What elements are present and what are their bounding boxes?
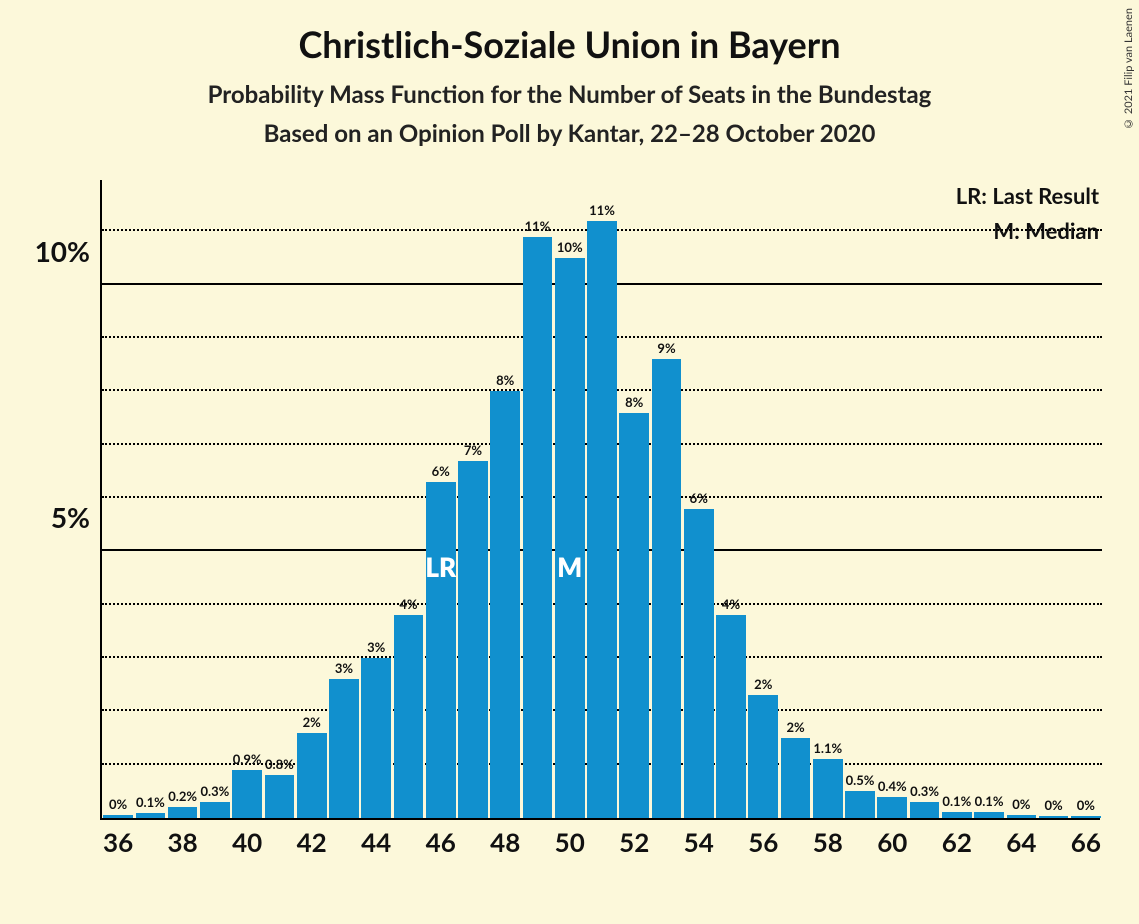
bar-value-label: 6% bbox=[669, 490, 729, 506]
title-sub1: Probability Mass Function for the Number… bbox=[0, 80, 1139, 109]
bar bbox=[490, 391, 520, 818]
bar bbox=[1071, 816, 1101, 818]
bar-value-label: 2% bbox=[733, 676, 793, 692]
last-result-marker: LR bbox=[421, 551, 461, 583]
bar bbox=[652, 359, 682, 818]
bar bbox=[619, 413, 649, 818]
x-axis-label: 50 bbox=[545, 826, 595, 858]
x-axis-label: 62 bbox=[932, 826, 982, 858]
median-marker: M bbox=[550, 551, 590, 583]
title-main: Christlich-Soziale Union in Bayern bbox=[0, 22, 1139, 66]
bar-value-label: 1.1% bbox=[798, 740, 858, 756]
bar bbox=[265, 775, 295, 818]
title-sub2: Based on an Opinion Poll by Kantar, 22–2… bbox=[0, 119, 1139, 148]
bar bbox=[748, 695, 778, 818]
x-axis-label: 36 bbox=[93, 826, 143, 858]
bar bbox=[168, 807, 198, 818]
bar bbox=[1007, 815, 1037, 818]
x-axis-label: 46 bbox=[416, 826, 466, 858]
x-axis-label: 40 bbox=[222, 826, 272, 858]
bar-value-label: 0% bbox=[1056, 797, 1116, 813]
x-axis-label: 58 bbox=[803, 826, 853, 858]
x-axis-label: 38 bbox=[158, 826, 208, 858]
bar-value-label: 11% bbox=[507, 218, 567, 234]
y-axis-label: 10% bbox=[35, 234, 90, 268]
bar-value-label: 4% bbox=[701, 596, 761, 612]
bar bbox=[877, 797, 907, 818]
y-axis-label: 5% bbox=[51, 500, 90, 534]
x-axis-label: 56 bbox=[738, 826, 788, 858]
x-axis-label: 54 bbox=[674, 826, 724, 858]
bar bbox=[942, 812, 972, 818]
bar bbox=[394, 615, 424, 818]
chart-titles: Christlich-Soziale Union in Bayern Proba… bbox=[0, 0, 1139, 148]
bar bbox=[587, 221, 617, 818]
x-axis-label: 60 bbox=[867, 826, 917, 858]
bar-value-label: 9% bbox=[637, 340, 697, 356]
x-axis-label: 64 bbox=[996, 826, 1046, 858]
bar bbox=[458, 461, 488, 818]
bar bbox=[555, 258, 585, 818]
bar bbox=[845, 791, 875, 818]
x-axis-label: 42 bbox=[287, 826, 337, 858]
x-axis-label: 44 bbox=[351, 826, 401, 858]
bar bbox=[684, 509, 714, 818]
bar bbox=[523, 237, 553, 818]
bar bbox=[136, 813, 166, 818]
bar-value-label: 11% bbox=[572, 202, 632, 218]
bar bbox=[1039, 816, 1069, 818]
bar bbox=[361, 658, 391, 818]
bars: 0%0.1%0.2%0.3%0.9%0.8%2%3%3%4%6%LR7%8%11… bbox=[102, 178, 1102, 818]
bar bbox=[297, 733, 327, 818]
bar-value-label: 2% bbox=[766, 719, 826, 735]
bar bbox=[329, 679, 359, 818]
bar bbox=[200, 802, 230, 818]
bar bbox=[426, 482, 456, 818]
copyright: © 2021 Filip van Laenen bbox=[1122, 8, 1135, 130]
plot-area: 5%10%0%0.1%0.2%0.3%0.9%0.8%2%3%3%4%6%LR7… bbox=[100, 180, 1100, 820]
bar bbox=[974, 812, 1004, 818]
bar bbox=[103, 815, 133, 818]
chart: 5%10%0%0.1%0.2%0.3%0.9%0.8%2%3%3%4%6%LR7… bbox=[100, 180, 1100, 820]
x-axis-label: 52 bbox=[609, 826, 659, 858]
bar bbox=[232, 770, 262, 818]
bar bbox=[716, 615, 746, 818]
bar bbox=[813, 759, 843, 818]
x-axis-label: 48 bbox=[480, 826, 530, 858]
x-axis-label: 66 bbox=[1061, 826, 1111, 858]
